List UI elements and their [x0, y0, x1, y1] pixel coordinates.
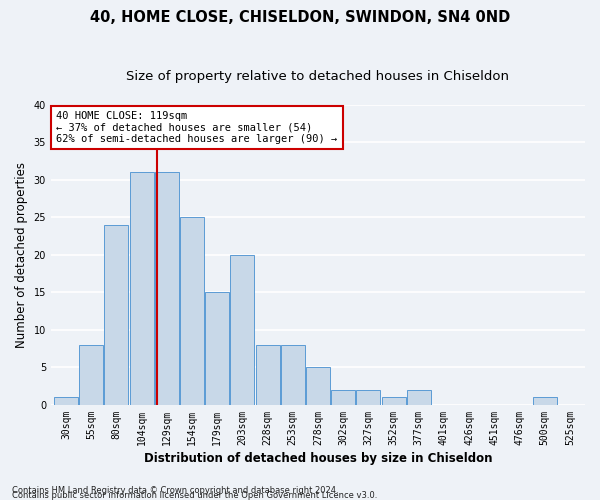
Bar: [54, 398, 78, 405]
Bar: [79, 345, 103, 405]
Y-axis label: Number of detached properties: Number of detached properties: [15, 162, 28, 348]
Bar: [180, 218, 204, 405]
Bar: [256, 345, 280, 405]
Text: 40, HOME CLOSE, CHISELDON, SWINDON, SN4 0ND: 40, HOME CLOSE, CHISELDON, SWINDON, SN4 …: [90, 10, 510, 25]
Text: Contains public sector information licensed under the Open Government Licence v3: Contains public sector information licen…: [12, 491, 377, 500]
Bar: [104, 225, 128, 405]
Bar: [331, 390, 355, 405]
Bar: [382, 398, 406, 405]
Bar: [306, 368, 330, 405]
Bar: [130, 172, 154, 405]
Bar: [230, 255, 254, 405]
Text: 40 HOME CLOSE: 119sqm
← 37% of detached houses are smaller (54)
62% of semi-deta: 40 HOME CLOSE: 119sqm ← 37% of detached …: [56, 111, 338, 144]
Text: Contains HM Land Registry data © Crown copyright and database right 2024.: Contains HM Land Registry data © Crown c…: [12, 486, 338, 495]
X-axis label: Distribution of detached houses by size in Chiseldon: Distribution of detached houses by size …: [144, 452, 492, 465]
Bar: [407, 390, 431, 405]
Bar: [155, 172, 179, 405]
Bar: [533, 398, 557, 405]
Bar: [205, 292, 229, 405]
Bar: [281, 345, 305, 405]
Title: Size of property relative to detached houses in Chiseldon: Size of property relative to detached ho…: [127, 70, 509, 83]
Bar: [356, 390, 380, 405]
